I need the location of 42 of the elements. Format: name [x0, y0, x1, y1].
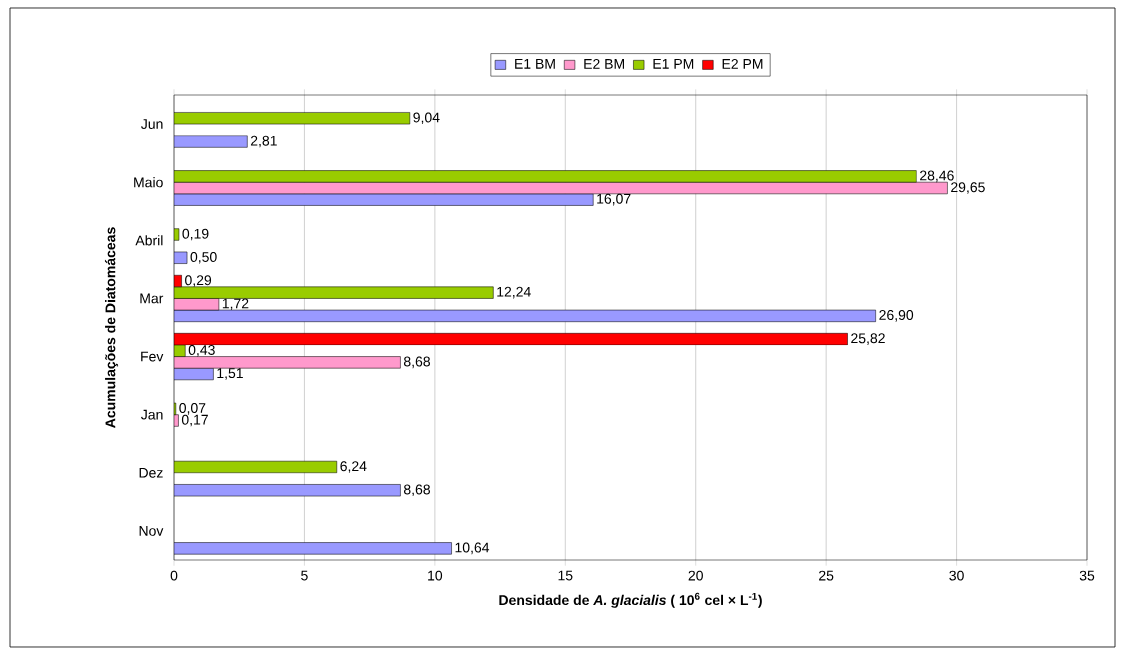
legend-label: E1 BM	[515, 59, 555, 69]
data-label: 8,68	[403, 484, 430, 497]
x-axis-title: Densidade de A. glacialis ( 10$^{6}$ cel × L$^{-1}$)	[499, 592, 762, 608]
y-tick-label: Mar	[140, 293, 164, 304]
data-label: 0,17	[181, 414, 208, 427]
data-label: 8,68	[403, 356, 430, 369]
y-tick-label: Dez	[139, 467, 163, 478]
data-label: 0,29	[185, 275, 212, 287]
data-label: 9,04	[413, 112, 440, 125]
data-label: 0,07	[179, 403, 206, 415]
data-label: 2,81	[250, 135, 277, 148]
legend-label: E2 PM	[722, 58, 763, 69]
legend-label: E2 BM	[584, 58, 624, 69]
y-axis-title: Acumulações de Diatomáceas	[104, 227, 119, 428]
x-tick-label: 0	[170, 570, 178, 581]
x-tick-label: 20	[688, 570, 703, 581]
data-label: 12,24	[497, 286, 531, 299]
x-tick-label: 5	[301, 570, 308, 581]
x-tick-label: 10	[428, 570, 443, 581]
y-tick-label: Maio	[134, 177, 163, 188]
data-label: 16,07	[597, 193, 631, 206]
data-label: 25,82	[851, 333, 885, 345]
x-tick-label: 35	[1079, 570, 1095, 581]
y-tick-label: Nov	[139, 526, 164, 536]
data-label: 1,72	[222, 298, 249, 311]
data-label: 28,46	[920, 170, 954, 183]
x-tick-label: 15	[558, 570, 573, 581]
data-label: 0,50	[190, 251, 217, 264]
data-label: 26,90	[879, 310, 914, 322]
data-label: 10,64	[455, 542, 490, 555]
y-tick-label: Fev	[141, 351, 164, 362]
y-tick-label: Abril	[135, 235, 163, 246]
data-label: 6,24	[340, 461, 367, 473]
data-label: 29,65	[951, 182, 985, 194]
x-tick-label: 30	[949, 570, 964, 581]
y-tick-label: Jun	[141, 119, 163, 129]
data-label: 1,51	[217, 368, 243, 380]
data-label: 0,19	[182, 228, 209, 241]
x-tick-label: 25	[819, 570, 834, 581]
legend-label: E1 PM	[653, 59, 694, 69]
y-tick-label: Jan	[141, 409, 163, 420]
data-label: 0,43	[188, 344, 215, 357]
